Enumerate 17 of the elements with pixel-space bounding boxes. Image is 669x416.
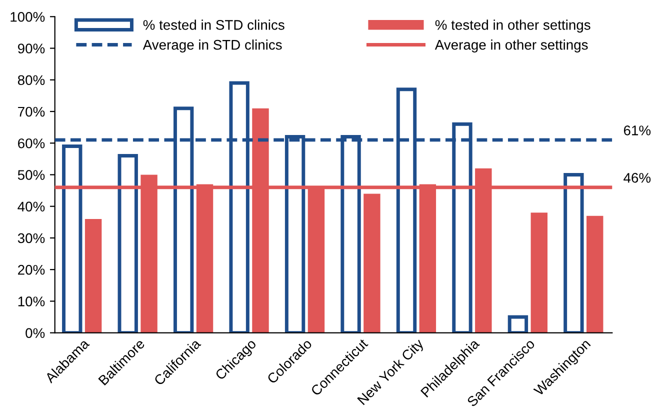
- legend-label: Average in other settings: [434, 40, 588, 52]
- legend-label: Average in STD clinics: [142, 40, 282, 52]
- y-tick-label: 80%: [18, 75, 45, 86]
- y-tick-label: 20%: [18, 264, 45, 275]
- text: 46%: [624, 172, 651, 183]
- y-tick-label: 30%: [18, 233, 45, 244]
- y-tick-label: 0%: [26, 328, 45, 338]
- text: 61%: [624, 126, 651, 136]
- y-tick-label: 40%: [18, 202, 45, 212]
- legend-label: % tested in STD clinics: [143, 20, 284, 30]
- y-tick-label: 100%: [10, 12, 45, 22]
- y-tick-label: 90%: [18, 44, 45, 54]
- y-tick-label: 70%: [18, 106, 45, 117]
- y-tick-label: 10%: [18, 296, 45, 306]
- y-tick-label: 50%: [18, 170, 45, 180]
- legend-label: % tested in other settings: [435, 20, 590, 33]
- y-tick-label: 60%: [18, 138, 45, 148]
